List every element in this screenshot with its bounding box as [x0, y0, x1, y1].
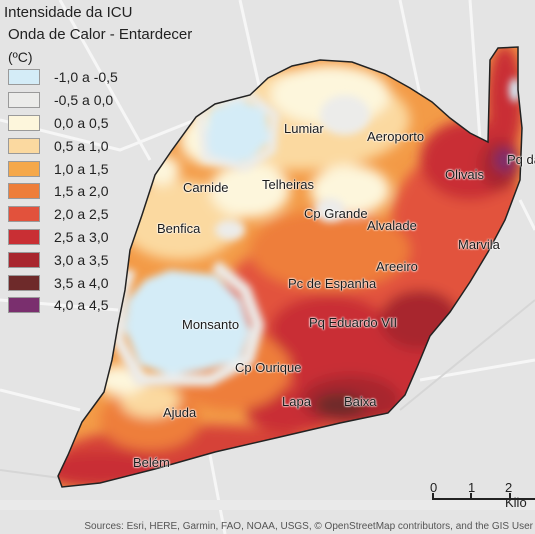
- legend-class: 3,0 a 3,5: [8, 248, 192, 271]
- legend-class: 1,5 a 2,0: [8, 180, 192, 203]
- legend-class-label: 1,5 a 2,0: [54, 183, 109, 200]
- legend-class: 0,0 a 0,5: [8, 112, 192, 135]
- scale-bar-line: [432, 498, 535, 500]
- place-label-belem: Belém: [133, 455, 170, 470]
- place-label-pq-das: Pq das: [507, 152, 535, 167]
- river-shore: [0, 299, 535, 479]
- place-label-alvalade: Alvalade: [367, 218, 417, 233]
- legend-swatch: [8, 206, 40, 223]
- scale-label: 0: [430, 480, 438, 495]
- legend-class: 2,0 a 2,5: [8, 203, 192, 226]
- legend-class-label: 2,5 a 3,0: [54, 228, 109, 245]
- place-label-monsanto: Monsanto: [182, 317, 240, 332]
- legend-title: Intensidade da ICU: [4, 4, 133, 21]
- place-label-lapa: Lapa: [282, 394, 311, 409]
- legend-class: 1,0 a 1,5: [8, 157, 192, 180]
- city-boundary: [57, 46, 523, 488]
- legend-subtitle: Onda de Calor - Entardecer: [8, 26, 193, 43]
- place-label-olivais: Olivais: [445, 167, 485, 182]
- legend-swatch: [8, 137, 40, 154]
- place-label-lumiar: Lumiar: [284, 121, 324, 136]
- legend-swatch: [8, 251, 40, 268]
- scale-tick: [509, 493, 511, 500]
- place-label-cp-ourique: Cp Ourique: [235, 360, 302, 375]
- legend-swatch: [8, 160, 40, 177]
- place-label-cp-grande: Cp Grande: [304, 206, 368, 221]
- legend-unit: (ºC): [8, 49, 33, 65]
- legend-swatch: [8, 228, 40, 245]
- legend-classes: -1,0 a -0,5 -0,5 a 0,0 0,0 a 0,5 0,5 a 1…: [4, 66, 192, 317]
- legend-class-label: -1,0 a -0,5: [54, 69, 118, 86]
- legend-swatch: [8, 69, 40, 86]
- legend-class-label: -0,5 a 0,0: [54, 92, 114, 109]
- legend-swatch: [8, 297, 40, 314]
- legend-class: 4,0 a 4,5: [8, 294, 192, 317]
- legend-class: 3,5 a 4,0: [8, 271, 192, 294]
- legend-swatch: [8, 274, 40, 291]
- legend-class: 0,5 a 1,0: [8, 134, 192, 157]
- legend-class-label: 3,5 a 4,0: [54, 274, 109, 291]
- place-label-pc-de-espanha: Pc de Espanha: [288, 276, 377, 291]
- scale-label: 2 Kilo: [505, 480, 527, 510]
- place-label-pq-eduardo-vii: Pq Eduardo VII: [309, 315, 398, 330]
- legend-class: -0,5 a 0,0: [8, 89, 192, 112]
- attribution: Sources: Esri, HERE, Garmin, FAO, NOAA, …: [84, 521, 533, 532]
- place-label-benfica: Benfica: [157, 221, 201, 236]
- scale-bar: 0 1 2 Kilo: [430, 480, 535, 510]
- place-label-marvila: Marvila: [458, 237, 500, 252]
- legend-class: -1,0 a -0,5: [8, 66, 192, 89]
- place-label-aeroporto: Aeroporto: [367, 129, 425, 144]
- place-label-baixa: Baixa: [344, 394, 377, 409]
- legend-class: 2,5 a 3,0: [8, 226, 192, 249]
- legend-class-label: 3,0 a 3,5: [54, 251, 109, 268]
- place-label-telheiras: Telheiras: [262, 177, 315, 192]
- legend-class-label: 0,5 a 1,0: [54, 137, 109, 154]
- legend-class-label: 1,0 a 1,5: [54, 160, 109, 177]
- legend-class-label: 0,0 a 0,5: [54, 114, 109, 131]
- scale-tick: [470, 493, 472, 500]
- place-label-ajuda: Ajuda: [163, 405, 197, 420]
- legend-swatch: [8, 114, 40, 131]
- place-label-carnide: Carnide: [183, 180, 229, 195]
- scale-label: 1: [468, 480, 476, 495]
- legend-class-label: 2,0 a 2,5: [54, 206, 109, 223]
- legend-swatch: [8, 183, 40, 200]
- place-label-areeiro: Areeiro: [376, 259, 418, 274]
- legend-swatch: [8, 92, 40, 109]
- map-legend: Intensidade da ICU Onda de Calor - Entar…: [4, 4, 192, 317]
- legend-class-label: 4,0 a 4,5: [54, 297, 109, 314]
- scale-tick: [432, 493, 434, 500]
